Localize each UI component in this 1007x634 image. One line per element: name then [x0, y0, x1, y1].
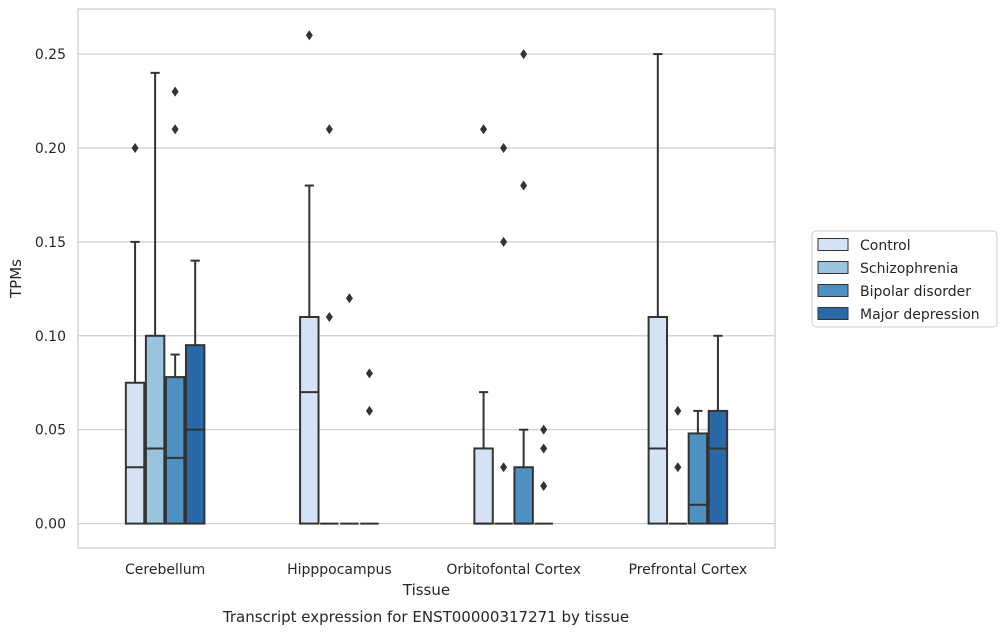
plot-area-frame	[77, 8, 776, 549]
y-tick-label: 0.25	[35, 47, 66, 63]
category-group	[124, 71, 206, 525]
box-body	[124, 381, 146, 525]
outlier-point	[674, 462, 682, 473]
box-body	[164, 376, 186, 525]
outlier-point	[500, 462, 508, 473]
box	[299, 30, 320, 525]
y-tick-labels: 0.00 0.05 0.10 0.15 0.20 0.25	[35, 47, 66, 533]
box	[184, 259, 206, 525]
y-tick-label: 0.15	[35, 235, 66, 251]
outlier-point	[325, 312, 333, 322]
box-body	[647, 316, 669, 525]
box	[124, 142, 146, 525]
outlier-point	[480, 124, 488, 135]
box	[360, 368, 379, 525]
outlier-point	[540, 443, 548, 454]
y-tick-label: 0.10	[35, 329, 66, 345]
x-tick-labels: Cerebellum Hipppocampus Orbitofontal Corte…	[125, 562, 747, 578]
figure-caption: Transcript expression for ENST0000031727…	[222, 608, 629, 626]
box-groups	[124, 30, 729, 525]
legend: Control Schizophrenia Bipolar disorder Majo…	[811, 230, 998, 328]
outlier-point	[520, 49, 528, 60]
outlier-point	[674, 405, 682, 416]
box	[320, 124, 339, 525]
outlier-point	[520, 180, 528, 191]
x-tick-label: Prefrontal Cortex	[629, 562, 748, 578]
outlier-point	[365, 405, 373, 416]
box-body	[687, 432, 709, 525]
outlier-point	[345, 293, 353, 304]
box	[340, 293, 359, 525]
legend-label: Schizophrenia	[860, 261, 958, 277]
x-tick-label: Cerebellum	[125, 562, 205, 578]
outlier-point	[540, 424, 548, 435]
x-tick-label: Orbitofontal Cortex	[446, 562, 581, 578]
y-axis-title: TPMs	[7, 259, 25, 299]
legend-frame	[811, 230, 998, 328]
box-body	[707, 409, 729, 525]
x-axis-title: Tissue	[402, 581, 450, 599]
box	[164, 86, 186, 525]
box	[494, 142, 513, 525]
box-body	[184, 344, 206, 525]
legend-label: Major depression	[860, 307, 980, 323]
legend-label: Control	[860, 238, 911, 254]
legend-swatch	[817, 284, 849, 297]
box	[668, 405, 688, 525]
box	[513, 49, 534, 525]
box	[144, 71, 166, 525]
category-group	[647, 53, 729, 525]
x-tick-label: Hipppocampus	[287, 562, 392, 578]
outlier-point	[365, 368, 373, 379]
y-tick-label: 0.20	[35, 141, 66, 157]
legend-swatch	[817, 307, 849, 320]
legend-label: Bipolar disorder	[860, 284, 971, 300]
y-tick-label: 0.00	[35, 517, 66, 533]
outlier-point	[171, 124, 179, 135]
box	[473, 124, 494, 525]
box-body	[513, 466, 534, 525]
outlier-point	[305, 30, 313, 41]
outlier-point	[171, 86, 179, 97]
outlier-point	[500, 236, 508, 247]
category-group	[299, 30, 379, 525]
box-body	[144, 334, 166, 525]
outlier-point	[540, 481, 548, 492]
y-tick-label: 0.05	[35, 423, 66, 439]
category-group	[473, 49, 553, 525]
outlier-point	[500, 142, 508, 153]
outlier-point	[325, 124, 333, 135]
box-body	[473, 447, 494, 525]
box	[707, 334, 729, 525]
box	[647, 53, 669, 525]
box	[534, 424, 553, 525]
outlier-point	[131, 142, 139, 153]
box	[687, 409, 709, 525]
legend-swatch	[817, 238, 849, 251]
legend-swatch	[817, 261, 849, 274]
box-body	[299, 316, 320, 525]
